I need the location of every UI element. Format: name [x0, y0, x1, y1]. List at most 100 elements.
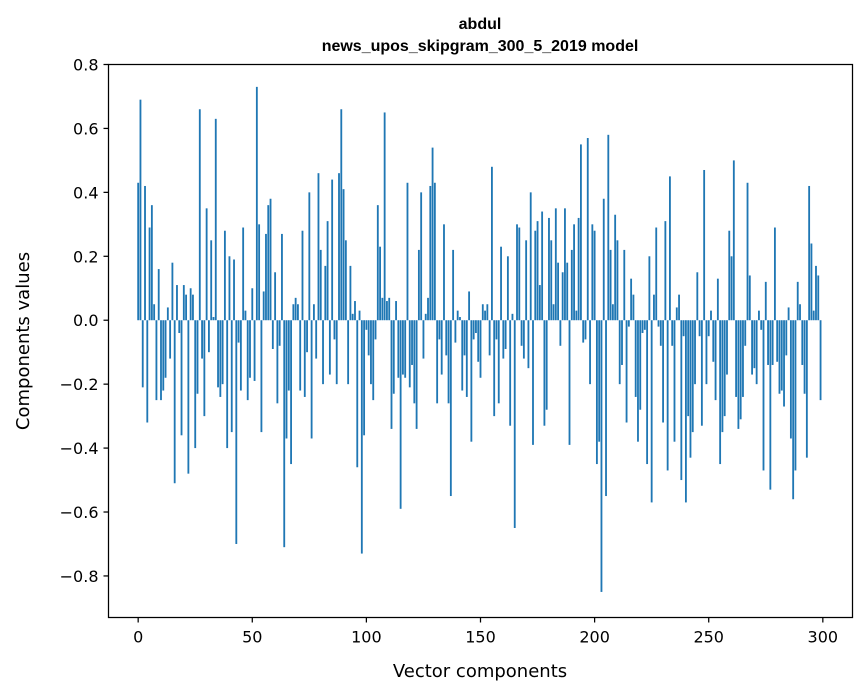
bar-0	[137, 182, 140, 321]
bar-24	[192, 294, 194, 321]
bar-247	[700, 320, 703, 426]
bar-166	[516, 224, 518, 321]
bar-149	[477, 320, 480, 362]
bar-40	[228, 256, 231, 321]
bar-279	[773, 227, 776, 321]
bar-174	[534, 230, 537, 321]
bar-177	[541, 211, 544, 321]
bar-136	[447, 320, 450, 404]
bar-192	[575, 310, 578, 321]
bar-75	[308, 192, 311, 321]
bar-227	[655, 227, 658, 321]
bar-80	[319, 249, 322, 321]
bar-278	[771, 320, 774, 365]
bar-216	[630, 278, 633, 321]
bar-11	[162, 320, 165, 391]
bar-53	[258, 224, 261, 321]
bar-296	[812, 310, 815, 321]
bar-245	[696, 272, 699, 321]
bar-98	[360, 320, 363, 554]
bar-130	[433, 182, 436, 321]
bar-19	[180, 320, 183, 436]
bar-93	[349, 265, 352, 321]
bar-210	[616, 240, 619, 321]
bar-258	[726, 320, 728, 375]
bar-286	[789, 320, 792, 439]
bar-167	[518, 227, 521, 321]
bar-199	[591, 224, 594, 321]
bar-123	[417, 249, 420, 321]
bar-231	[664, 221, 667, 321]
bar-112	[392, 320, 395, 394]
bar-120	[411, 320, 413, 365]
bar-9	[157, 269, 160, 321]
bar-142	[461, 320, 464, 391]
bar-55	[262, 291, 265, 321]
bar-150	[479, 320, 482, 378]
bar-154	[488, 320, 491, 356]
bar-106	[379, 246, 381, 321]
bar-239	[682, 320, 685, 337]
bar-18	[178, 320, 181, 334]
bar-1	[139, 99, 142, 321]
bar-27	[198, 109, 201, 321]
bar-272	[758, 310, 760, 321]
bar-119	[408, 320, 411, 388]
bar-131	[436, 320, 439, 404]
bar-72	[301, 230, 304, 321]
bar-147	[472, 320, 475, 340]
bar-103	[372, 320, 375, 401]
bar-280	[776, 320, 779, 362]
bar-44	[237, 320, 240, 343]
bar-37	[221, 320, 224, 385]
bar-135	[445, 320, 448, 356]
bar-5	[148, 227, 151, 321]
bar-14	[169, 320, 172, 359]
bar-20	[182, 285, 185, 321]
bar-188	[566, 262, 569, 321]
bar-4	[146, 320, 149, 423]
bar-127	[427, 297, 429, 321]
bar-13	[166, 307, 169, 321]
bar-134	[443, 224, 445, 321]
bar-224	[648, 256, 651, 321]
bar-111	[390, 320, 393, 429]
bar-34	[214, 118, 217, 321]
bar-23	[189, 288, 192, 321]
bar-232	[666, 320, 669, 471]
bar-270	[753, 320, 756, 369]
bar-273	[760, 320, 763, 330]
bar-96	[356, 320, 359, 468]
bar-76	[310, 320, 313, 439]
bar-298	[817, 275, 820, 321]
bar-100	[365, 320, 368, 330]
bar-277	[769, 320, 772, 490]
bar-117	[404, 320, 407, 378]
bar-33	[212, 317, 215, 321]
bar-233	[669, 176, 671, 321]
bar-97	[358, 310, 361, 321]
bar-31	[208, 320, 210, 353]
bar-145	[468, 291, 471, 321]
bar-113	[395, 301, 397, 321]
x-tick-label-250: 250	[693, 628, 724, 647]
bar-184	[557, 262, 560, 321]
bar-81	[322, 320, 324, 385]
bar-86	[333, 320, 336, 340]
bar-156	[493, 320, 496, 417]
bar-26	[196, 320, 199, 394]
bar-157	[495, 320, 498, 340]
bar-244	[694, 320, 696, 385]
bar-252	[712, 320, 715, 362]
bar-124	[420, 192, 423, 321]
bar-141	[459, 317, 461, 321]
bar-285	[787, 307, 790, 321]
bar-268	[748, 275, 751, 321]
bar-102	[370, 320, 372, 385]
bar-248	[703, 169, 706, 321]
x-tick-label-0: 0	[133, 628, 143, 647]
bar-220	[639, 320, 642, 410]
bar-85	[331, 179, 334, 321]
bar-219	[637, 320, 639, 442]
